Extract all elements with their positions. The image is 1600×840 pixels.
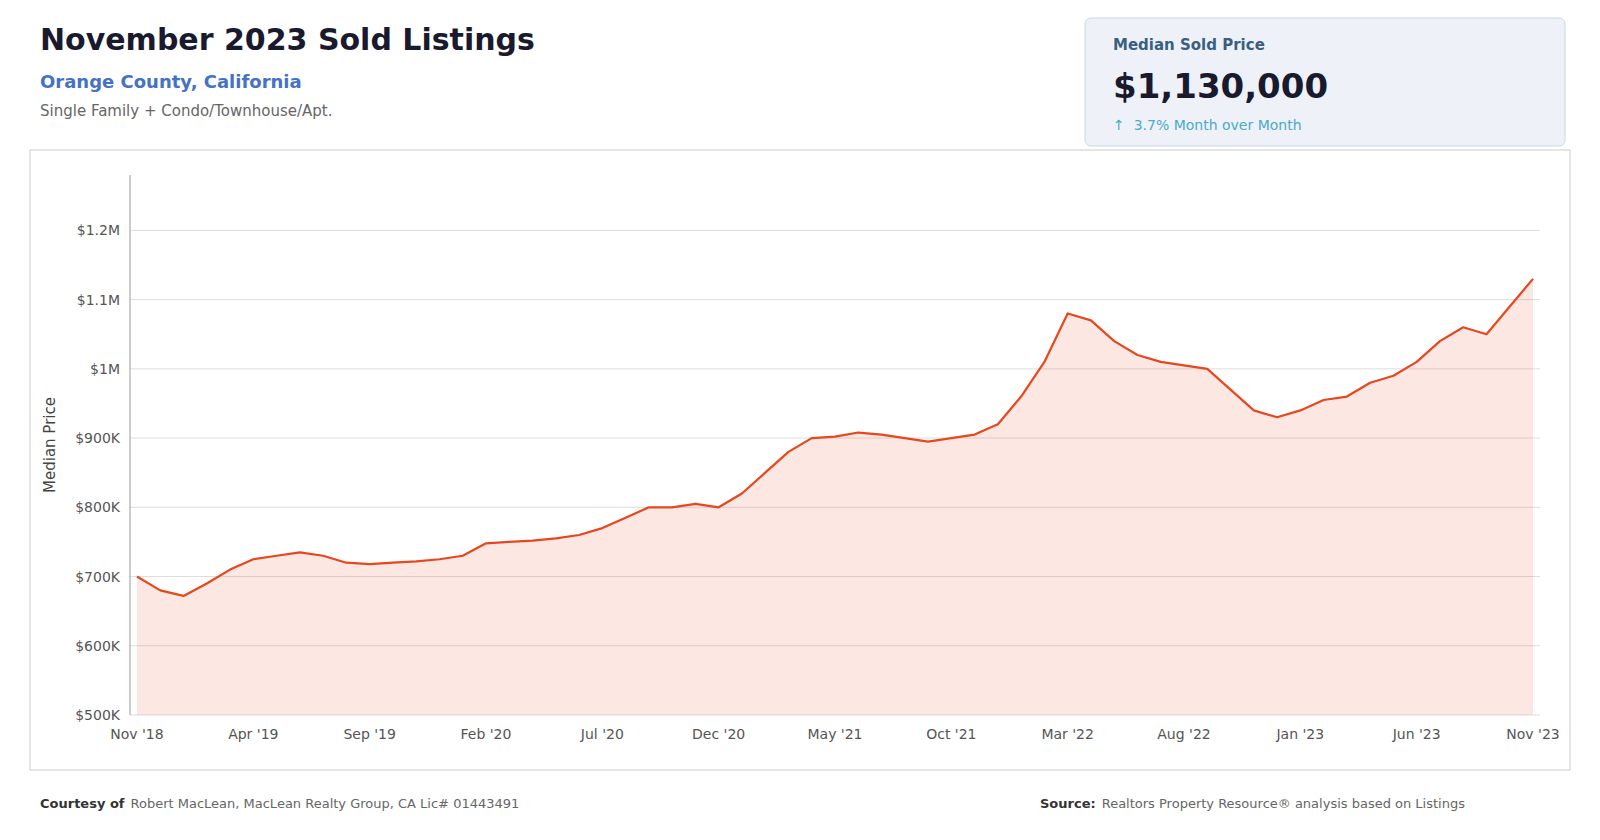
footer-bold: Source: [1040, 796, 1096, 811]
y-tick-label: $1M [90, 361, 120, 377]
x-tick-label: Jun '23 [1392, 726, 1441, 742]
footer-bold: Courtesy of [40, 796, 125, 811]
x-tick-label: Sep '19 [343, 726, 396, 742]
x-tick-label: Aug '22 [1157, 726, 1210, 742]
footer-text: Robert MacLean, MacLean Realty Group, CA… [131, 796, 520, 811]
y-grid [130, 230, 1540, 715]
y-tick-label: $900K [75, 430, 121, 446]
info-value: $1,130,000 [1113, 66, 1328, 106]
grid-line [130, 299, 1540, 300]
x-tick-label: Nov '18 [110, 726, 163, 742]
x-tick-label: Oct '21 [926, 726, 976, 742]
y-tick-label: $1.2M [77, 222, 120, 238]
plot-data [137, 279, 1533, 715]
area-fill [137, 279, 1533, 715]
sub-subtitle: Single Family + Condo/Townhouse/Apt. [40, 102, 332, 120]
x-tick-label: Jul '20 [580, 726, 624, 742]
x-tick-label: Feb '20 [461, 726, 512, 742]
x-tick-label: Jan '23 [1275, 726, 1324, 742]
y-tick-label: $500K [75, 707, 121, 723]
x-tick-label: Dec '20 [692, 726, 745, 742]
x-tick-label: Nov '23 [1506, 726, 1559, 742]
price-line [137, 279, 1533, 596]
footer: Courtesy of Robert MacLean, MacLean Realt… [40, 796, 519, 811]
subtitle: Orange County, California [40, 71, 302, 92]
chart-panel [30, 150, 1570, 770]
chart-root: November 2023 Sold Listings Orange County… [0, 0, 1600, 840]
y-tick-label: $700K [75, 569, 121, 585]
y-tick-labels: $500K $600K $700K $800K $900K $1M $1.1M $1.2M [75, 222, 121, 723]
footer: Source: Realtors Property Resource® analy… [1040, 796, 1465, 811]
y-tick-label: $1.1M [77, 292, 120, 308]
grid-line [130, 230, 1540, 231]
grid-line [130, 368, 1540, 369]
title: November 2023 Sold Listings [40, 22, 535, 57]
x-tick-labels: Nov '18 Apr '19 Sep '19 Feb '20 Jul '20 Dec '… [110, 726, 1559, 742]
y-tick-label: $600K [75, 638, 121, 654]
y-axis-line [130, 175, 131, 715]
info-label: Median Sold Price [1113, 36, 1265, 54]
footer-text: Realtors Property Resource® analysis bas… [1102, 796, 1466, 811]
info-change: ↑ 3.7% Month over Month [1113, 117, 1302, 133]
background [0, 0, 1600, 840]
info-box [1085, 18, 1565, 146]
y-tick-label: $800K [75, 499, 121, 515]
x-tick-label: Mar '22 [1041, 726, 1094, 742]
x-tick-label: May '21 [807, 726, 862, 742]
y-axis-label: Median Price [41, 397, 59, 493]
x-tick-label: Apr '19 [228, 726, 278, 742]
